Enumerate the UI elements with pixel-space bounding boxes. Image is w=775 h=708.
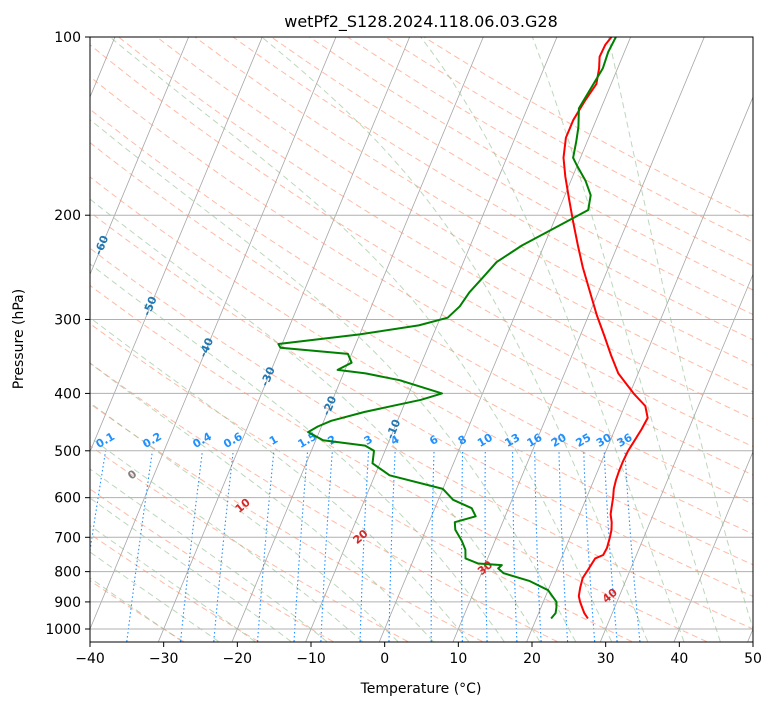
x-tick-label: 10 (449, 651, 467, 667)
dry-adiabat-line (90, 247, 753, 630)
y-tick-label: 1000 (45, 622, 81, 638)
isotherm-line (673, 450, 753, 642)
moist-adiabat-line (90, 263, 505, 642)
moist-adiabat-line (90, 362, 434, 642)
dry-adiabat-line (90, 445, 408, 642)
moist-adiabat-line (90, 524, 256, 642)
profiles (277, 37, 649, 620)
x-tick-label: −10 (296, 651, 326, 667)
x-tick-label: −30 (149, 651, 179, 667)
y-tick-label: 200 (54, 208, 81, 224)
x-tick-label: −40 (75, 651, 105, 667)
mixing-ratio-line (90, 450, 107, 555)
dry-adiabat-line (90, 76, 753, 476)
dry-adiabat-line (90, 284, 707, 642)
dry-adiabat-line (90, 44, 753, 448)
pressure-grid (90, 37, 753, 630)
y-tick-label: 100 (54, 30, 81, 46)
isotherm-line (305, 37, 558, 642)
moist-adiabat-line (607, 37, 753, 631)
isotherm-line (90, 37, 337, 631)
dry-adiabat-line (90, 533, 259, 642)
moist-adiabat-line (90, 119, 577, 642)
y-tick-label: 300 (54, 312, 81, 328)
moist-adiabat-line (90, 317, 470, 642)
moist-adiabat-line (90, 577, 183, 642)
x-tick-label: 0 (380, 651, 389, 667)
dry-adiabat-line (194, 37, 753, 367)
background-lines (90, 37, 753, 642)
moist-adiabat-line (90, 436, 363, 642)
dry-adiabat-line (90, 142, 753, 535)
y-tick-label: 400 (54, 386, 81, 402)
x-tick-label: −20 (223, 651, 253, 667)
y-tick-label: 700 (54, 530, 81, 546)
moist-adiabat-line (90, 551, 219, 642)
dry-adiabat-line (232, 37, 753, 341)
x-tick-label: 30 (597, 651, 615, 667)
x-tick-label: 50 (744, 651, 762, 667)
x-axis-label: Temperature (°C) (360, 681, 482, 697)
isotherm-line (90, 37, 263, 453)
y-tick-label: 500 (54, 444, 81, 460)
y-axis-label: Pressure (hPa) (11, 289, 27, 389)
dry-adiabat-line (90, 362, 558, 642)
dry-adiabat-line (90, 323, 633, 642)
moist-adiabat-line (419, 37, 685, 642)
dewpoint-profile-line (277, 37, 617, 620)
isotherm-line (158, 37, 411, 642)
moist-adiabat-line (260, 37, 649, 642)
isotherm-line (526, 96, 753, 642)
moist-adiabat-line (90, 468, 328, 642)
moist-adiabat-line (531, 37, 721, 642)
x-tick-label: 40 (670, 651, 688, 667)
isotherm-line (600, 273, 753, 642)
y-tick-label: 600 (54, 491, 81, 507)
plot-frame (89, 36, 754, 643)
moist-adiabat-line (90, 198, 541, 642)
mixing-ratio-line (180, 450, 203, 642)
moist-adiabat-line (90, 401, 399, 642)
y-tick-label: 800 (54, 565, 81, 581)
chart-title: wetPf2_S128.2024.118.06.03.G28 (284, 12, 558, 32)
y-tick-label: 900 (54, 595, 81, 611)
moist-adiabat-line (90, 497, 292, 642)
axes: −40 −30 −20 −10 0 10 20 30 40 50 100 200 300 400 500 60… (45, 30, 762, 667)
isotherm-line (379, 37, 632, 642)
dry-adiabat-line (90, 488, 334, 642)
temperature-profile-line (562, 37, 649, 620)
dry-adiabat-line (90, 403, 483, 642)
dry-adiabat-line (90, 176, 753, 566)
dry-adiabat-line (309, 37, 753, 291)
mixing-ratio-line (126, 450, 153, 642)
dry-adiabat-line (90, 211, 753, 597)
isotherm-line (231, 37, 484, 642)
x-tick-label: 20 (523, 651, 541, 667)
isotherm-line (90, 37, 190, 276)
mixing-ratio-line (213, 450, 234, 642)
mixing-ratio-line (624, 450, 641, 642)
